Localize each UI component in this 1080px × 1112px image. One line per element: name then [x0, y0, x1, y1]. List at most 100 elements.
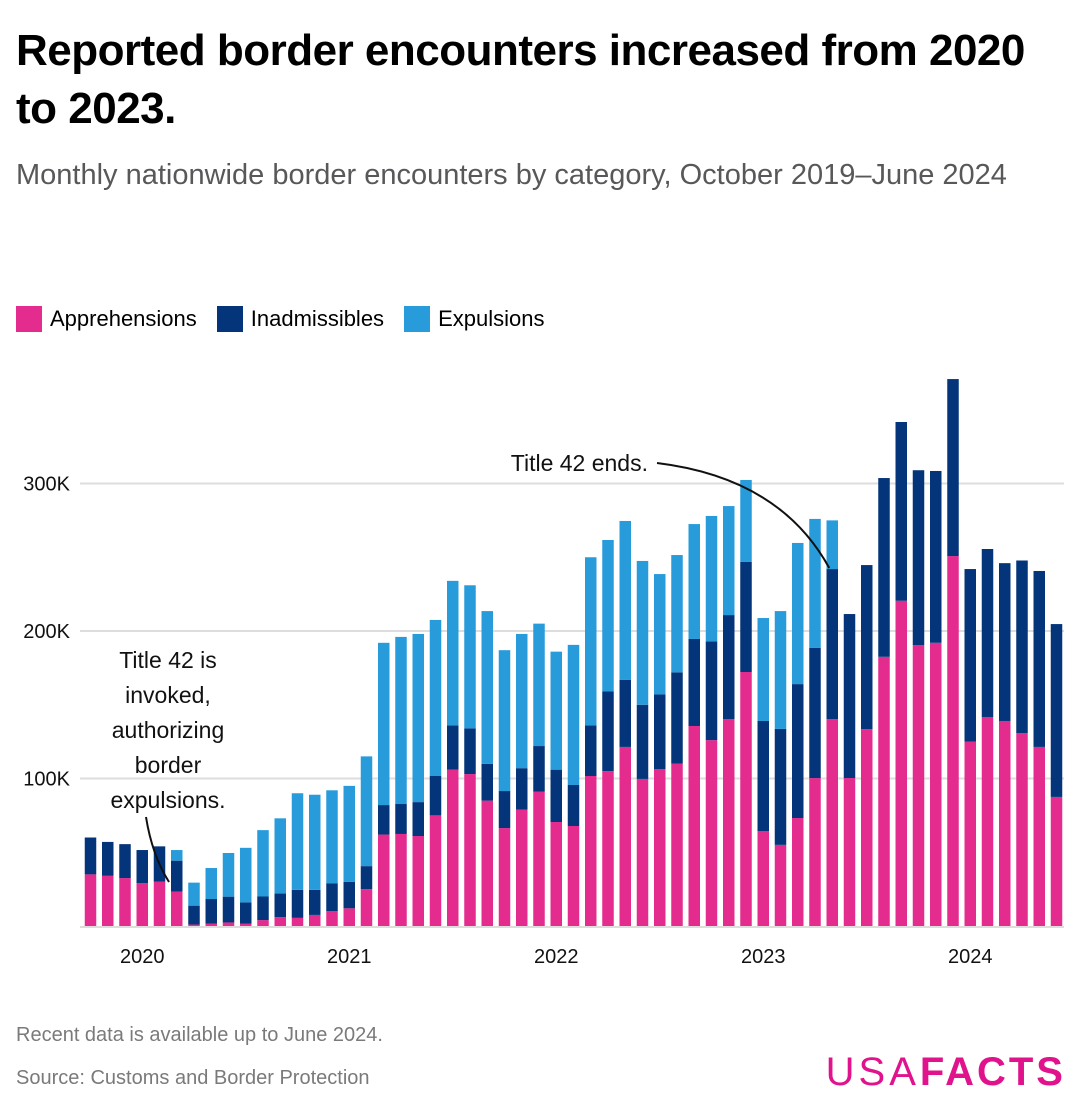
bar-segment-inadmissibles: [981, 548, 994, 717]
bar-segment-inadmissibles: [671, 672, 683, 764]
logo-facts: FACTS: [919, 1050, 1066, 1094]
bar-segment-inadmissibles: [378, 805, 390, 835]
bar-segment-apprehensions: [84, 874, 97, 926]
bar-segment-inadmissibles: [257, 896, 269, 921]
bar-segment-apprehensions: [326, 911, 338, 926]
y-tick-label: 300K: [23, 474, 70, 496]
bar-segment-apprehensions: [533, 791, 545, 926]
bar-segment-expulsions: [412, 633, 424, 803]
bar-segment-inadmissibles: [533, 746, 545, 792]
bar-segment-inadmissibles: [585, 725, 597, 776]
bar-segment-apprehensions: [343, 908, 355, 926]
bar-group: [826, 520, 838, 926]
bar-segment-inadmissibles: [757, 720, 769, 832]
legend: Apprehensions Inadmissibles Expulsions: [16, 306, 564, 332]
bar-segment-apprehensions: [274, 917, 286, 926]
annotation-arrow-title42-ends: [656, 462, 831, 569]
bar-group: [740, 479, 752, 926]
bar-segment-apprehensions: [809, 778, 821, 926]
bar-group: [619, 520, 631, 926]
bar-segment-apprehensions: [360, 889, 373, 926]
bar-segment-apprehensions: [999, 720, 1011, 926]
bar-segment-apprehensions: [481, 800, 493, 926]
bar-segment-inadmissibles: [119, 844, 131, 879]
legend-swatch-expulsions: [404, 306, 431, 332]
bar-segment-expulsions: [774, 611, 787, 729]
bar-group: [757, 618, 769, 926]
bar-segment-expulsions: [619, 520, 631, 680]
bar-segment-expulsions: [688, 524, 700, 639]
bar-segment-expulsions: [447, 580, 459, 726]
bar-segment-apprehensions: [119, 878, 131, 926]
bar-segment-apprehensions: [153, 881, 166, 926]
bar-segment-expulsions: [550, 651, 562, 770]
bar-segment-inadmissibles: [205, 899, 217, 924]
legend-item-expulsions: Expulsions: [404, 306, 544, 332]
annotation-title42-ends: Title 42 ends.: [511, 450, 648, 476]
bar-group: [84, 837, 97, 926]
bar-segment-expulsions: [464, 585, 476, 729]
bar-segment-expulsions: [757, 618, 769, 721]
bar-segment-apprehensions: [671, 763, 683, 926]
bar-segment-apprehensions: [567, 825, 580, 926]
bar-segment-apprehensions: [395, 833, 407, 926]
bar-group: [429, 619, 442, 926]
chart-title: Reported border encounters increased fro…: [16, 26, 1025, 133]
bar-segment-expulsions: [671, 555, 683, 673]
bar-segment-expulsions: [826, 520, 838, 570]
annotation-line: authorizing: [112, 717, 225, 743]
bar-segment-apprehensions: [205, 923, 217, 926]
bar-segment-inadmissibles: [999, 563, 1011, 721]
bar-segment-inadmissibles: [84, 837, 97, 875]
legend-label-inadmissibles: Inadmissibles: [250, 306, 385, 331]
bar-group: [481, 611, 493, 926]
x-tick-label: 2023: [741, 946, 786, 968]
bar-segment-inadmissibles: [326, 883, 338, 912]
bar-segment-inadmissibles: [705, 641, 718, 741]
bar-group: [153, 846, 166, 926]
bar-segment-inadmissibles: [188, 905, 200, 925]
bar-segment-inadmissibles: [930, 470, 942, 643]
bar-group: [378, 642, 390, 926]
bar-segment-inadmissibles: [964, 569, 976, 742]
bar-segment-apprehensions: [171, 891, 183, 926]
bar-group: [1033, 570, 1045, 926]
bar-segment-apprehensions: [878, 656, 890, 926]
bar-group: [671, 555, 683, 926]
bar-segment-inadmissibles: [843, 614, 856, 779]
bar-group: [1016, 560, 1028, 926]
bar-group: [205, 868, 217, 926]
y-axis-ticks: 100K 200K 300K: [23, 474, 70, 791]
x-tick-label: 2022: [534, 946, 579, 968]
bar-segment-expulsions: [360, 756, 373, 867]
annotation-line: Title 42 is: [119, 647, 217, 673]
bar-group: [240, 847, 252, 926]
bars: [84, 379, 1063, 926]
bar-segment-expulsions: [740, 479, 752, 562]
x-tick-label: 2024: [948, 946, 993, 968]
bar-group: [964, 569, 976, 926]
bar-segment-inadmissibles: [1050, 624, 1063, 797]
bar-segment-apprehensions: [826, 719, 838, 926]
bar-group: [136, 850, 148, 926]
bar-segment-apprehensions: [516, 809, 528, 926]
legend-item-apprehensions: Apprehensions: [16, 306, 197, 332]
bar-segment-expulsions: [723, 506, 735, 616]
bar-segment-expulsions: [654, 574, 666, 695]
legend-swatch-apprehensions: [16, 306, 42, 332]
bar-segment-expulsions: [792, 542, 804, 685]
bar-group: [343, 785, 355, 926]
bar-segment-apprehensions: [619, 746, 631, 926]
logo-usa: USA: [825, 1050, 920, 1094]
bar-group: [274, 818, 286, 926]
bar-segment-apprehensions: [585, 775, 597, 926]
footnote-recent-data: Recent data is available up to June 2024…: [16, 1024, 383, 1046]
bar-segment-expulsions: [567, 644, 580, 785]
bar-segment-apprehensions: [705, 740, 718, 926]
bar-segment-inadmissibles: [947, 379, 959, 557]
source-note: Source: Customs and Border Protection: [16, 1067, 370, 1089]
bar-group: [188, 882, 200, 926]
bar-group: [550, 651, 562, 926]
bar-segment-apprehensions: [102, 875, 114, 926]
bar-group: [360, 756, 373, 926]
